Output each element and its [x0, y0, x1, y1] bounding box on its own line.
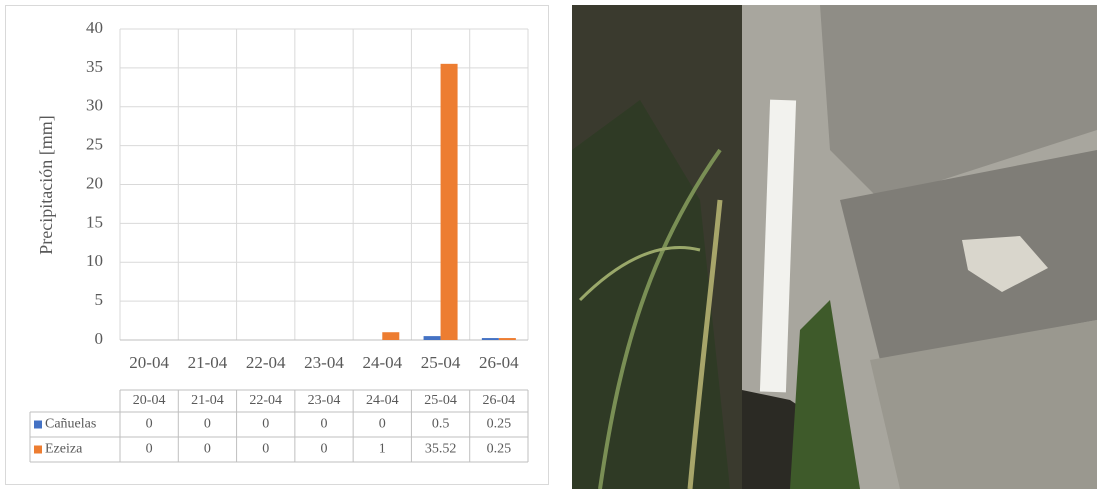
bar	[498, 338, 516, 340]
x-tick-label: 22-04	[246, 353, 286, 372]
y-tick-label: 25	[86, 135, 103, 154]
table-header: 24-04	[366, 393, 399, 408]
y-tick-label: 20	[86, 173, 103, 192]
legend-key	[34, 445, 42, 454]
y-tick-label: 40	[86, 18, 103, 37]
table-value: 0	[321, 442, 328, 457]
table-value: 0	[146, 442, 153, 457]
x-tick-label: 21-04	[188, 353, 228, 372]
table-header: 23-04	[308, 393, 341, 408]
table-value: 0	[204, 442, 211, 457]
x-tick-label: 25-04	[421, 353, 461, 372]
chart-frame	[5, 5, 549, 485]
table-value: 0	[204, 417, 211, 432]
y-tick-label: 35	[86, 57, 103, 76]
table-value: 0	[146, 417, 153, 432]
table-value: 0	[321, 417, 328, 432]
y-tick-label: 30	[86, 96, 103, 115]
table-value: 0	[262, 417, 269, 432]
table-value: 0.25	[487, 417, 512, 432]
table-value: 0	[262, 442, 269, 457]
data-table: 20-04 21-04 22-04 23-04 24-04 25-04 26-04 Cañue…	[29, 389, 529, 463]
x-tick-label: 26-04	[479, 353, 519, 372]
table-header: 20-04	[133, 393, 166, 408]
table-value: 0	[379, 417, 386, 432]
legend-key	[34, 420, 42, 429]
y-axis-title: Precipitación [mm]	[36, 115, 56, 254]
table-header: 25-04	[424, 393, 457, 408]
legend-label: Cañuelas	[45, 417, 96, 432]
bar	[382, 332, 400, 340]
table-header: 22-04	[249, 393, 282, 408]
bar	[440, 63, 458, 340]
table-header: 21-04	[191, 393, 224, 408]
y-tick-label: 15	[86, 212, 103, 231]
table-header: 26-04	[483, 393, 516, 408]
legend-label: Ezeiza	[45, 442, 83, 457]
x-tick-label: 24-04	[362, 353, 402, 372]
y-tick-label: 10	[86, 251, 103, 270]
table-value: 1	[379, 442, 386, 457]
table-value: 35.52	[425, 442, 457, 457]
table-value: 0.5	[432, 417, 450, 432]
x-tick-label: 23-04	[304, 353, 344, 372]
y-tick-label: 5	[95, 290, 104, 309]
x-tick-label: 20-04	[129, 353, 169, 372]
table-value: 0.25	[487, 442, 512, 457]
photo	[572, 5, 1097, 489]
bar	[423, 336, 441, 340]
y-tick-label: 0	[95, 329, 104, 348]
bar	[481, 338, 499, 340]
